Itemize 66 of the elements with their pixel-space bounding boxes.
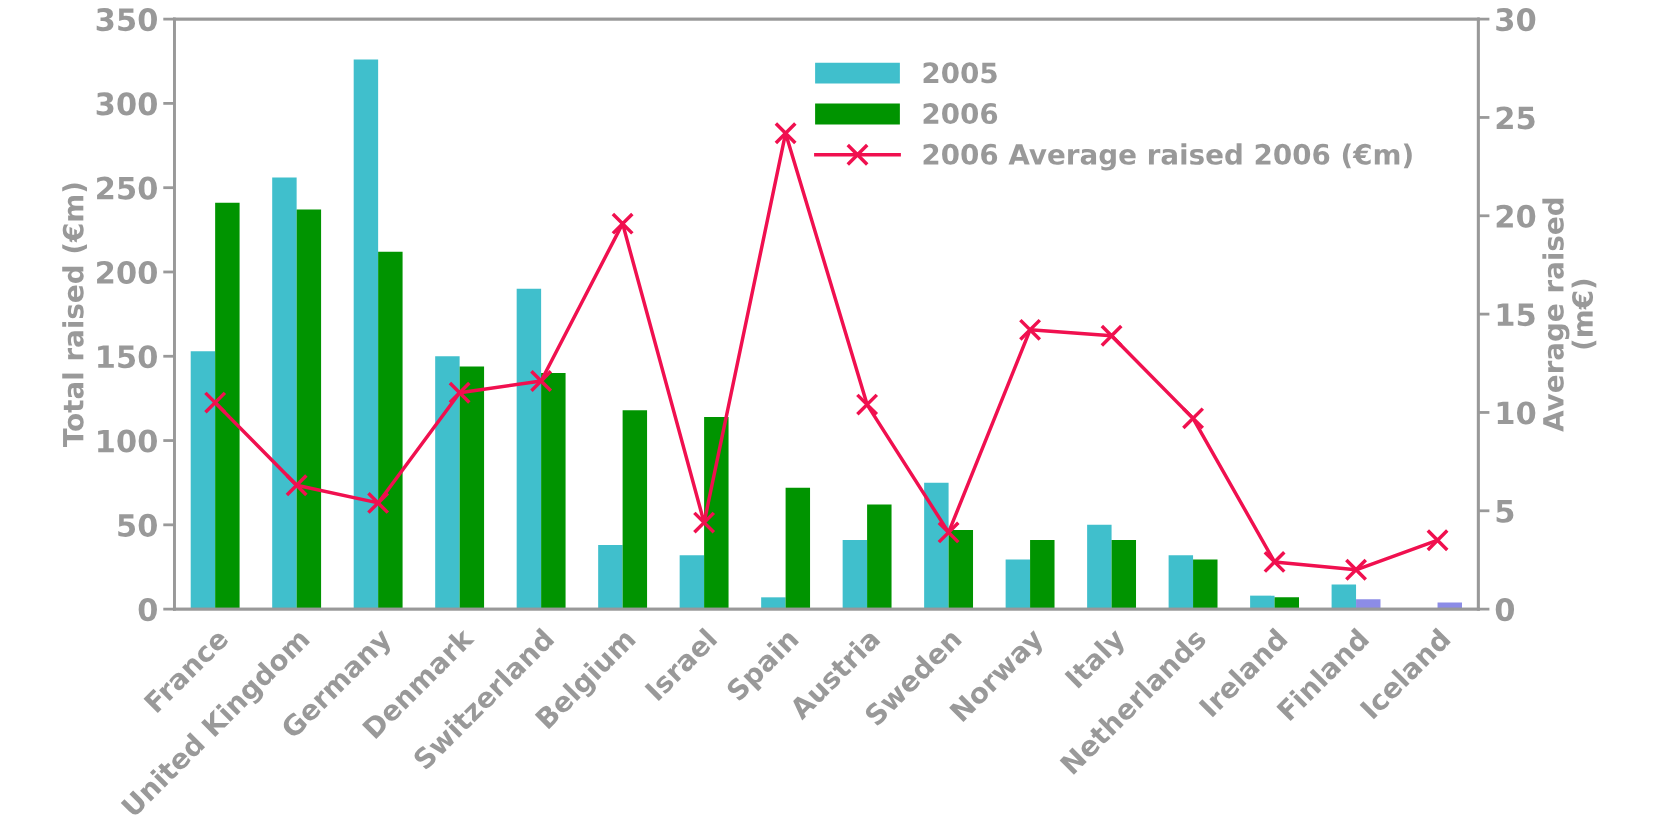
bar [1087,524,1112,610]
bar [1111,540,1137,610]
point [203,391,227,415]
point [366,491,390,515]
y2-axis-title: Average raised (m€) [1542,198,1597,432]
bar [924,482,949,610]
bar [1168,555,1194,610]
y2-tick-label: 5 [1496,500,1514,523]
y-tick-label: 350 [96,8,157,32]
y2-tick-label: 25 [1496,106,1535,130]
bar [541,373,566,610]
y-tick-label: 0 [138,598,157,622]
point [448,381,472,405]
bar [1193,559,1218,610]
bar [679,555,705,610]
bar [842,540,868,610]
bar [459,366,485,610]
point [937,520,961,544]
point [1344,558,1368,582]
y-tick-label: 50 [118,513,157,537]
legend-label: 2005 [923,62,997,84]
point [774,121,798,145]
y-axis-title: Total raised (€m) [62,183,87,448]
y-tick-label: 100 [98,429,157,453]
bar [353,59,379,610]
y2-tick-label: 15 [1497,303,1535,327]
bar [1030,540,1055,610]
bar [272,177,297,610]
point [1263,550,1287,574]
bar [1005,559,1031,610]
y2-tick-label: 10 [1497,401,1536,425]
bar [704,416,729,610]
y-tick-label: 200 [97,260,157,285]
point [285,473,309,497]
legend-label: 2006 Average raised 2006 (€m) [923,143,1412,171]
bar [761,597,786,610]
bar [622,410,648,610]
point [1181,406,1205,430]
bar [378,251,403,610]
bar [435,356,460,610]
bar [1356,599,1381,610]
y-tick-label: 150 [98,345,157,369]
y2-tick-label: 0 [1495,598,1515,622]
bar [190,351,216,610]
point [1100,324,1124,348]
bar [948,529,974,610]
y-tick-label: 300 [96,92,157,116]
point [692,511,716,535]
point [611,212,635,236]
point [855,393,879,417]
bar [867,504,892,610]
bar [1274,597,1300,610]
point [529,369,553,393]
bar [785,487,811,610]
bar [598,545,623,610]
bar [296,209,322,610]
bar [1250,595,1275,610]
point [1426,528,1449,552]
bar [1331,584,1357,610]
point [1018,318,1042,342]
bar [516,288,542,610]
y2-tick-label: 30 [1496,8,1536,32]
bar [215,202,240,610]
y-tick-label: 250 [97,176,157,200]
legend-label: 2006 [923,103,998,125]
y2-tick-label: 20 [1496,204,1536,228]
